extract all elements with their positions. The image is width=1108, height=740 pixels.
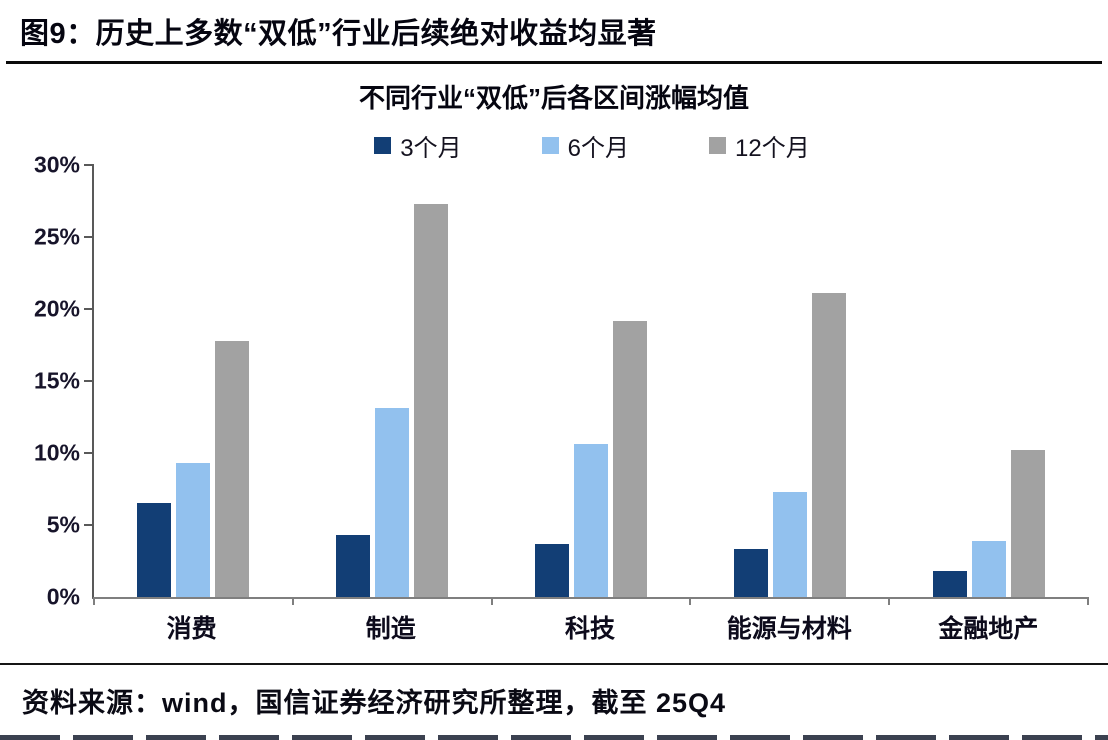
x-tick-mark	[1087, 597, 1089, 605]
bar-科技-3个月	[534, 543, 569, 597]
bar-group-制造	[293, 165, 492, 597]
legend-item-6个月: 6个月	[541, 128, 629, 163]
figure-title: 图9：历史上多数“双低”行业后续绝对收益均显著	[20, 18, 657, 50]
legend: 3个月 6个月 12个月	[76, 128, 1108, 163]
bar-科技-12个月	[612, 320, 647, 597]
legend-swatch-icon	[541, 136, 559, 154]
category-label-能源与材料: 能源与材料	[726, 615, 852, 643]
x-tick-mark	[93, 597, 95, 605]
y-axis-labels: 30% 25% 20% 15% 10% 5% 0%	[0, 152, 92, 610]
y-tick-label: 0%	[46, 583, 80, 610]
bar-groups	[94, 165, 1088, 597]
bar-group-消费	[94, 165, 293, 597]
bar-金融地产-3个月	[932, 571, 967, 597]
header: 图9：历史上多数“双低”行业后续绝对收益均显著	[0, 0, 1108, 52]
legend-label: 12个月	[735, 134, 810, 162]
y-tick-mark	[84, 451, 94, 454]
bar-金融地产-6个月	[971, 540, 1006, 597]
category-label-消费: 消费	[166, 615, 217, 643]
bar-制造-6个月	[375, 408, 410, 597]
bar-能源与材料-12个月	[811, 293, 846, 597]
category-label-金融地产: 金融地产	[938, 615, 1039, 643]
bar-能源与材料-6个月	[772, 491, 807, 597]
y-tick-mark	[84, 307, 94, 310]
x-tick-mark	[888, 597, 891, 605]
header-divider	[6, 61, 1102, 64]
bottom-cutoff-strip	[0, 735, 1108, 740]
y-tick-mark	[84, 380, 94, 382]
x-tick-mark	[291, 597, 294, 605]
bar-制造-3个月	[336, 535, 371, 597]
legend-label: 6个月	[567, 134, 629, 162]
y-tick-label: 10%	[33, 439, 80, 466]
y-tick-label: 20%	[33, 295, 80, 322]
bar-group-能源与材料	[690, 165, 889, 597]
source-note: 资料来源：wind，国信证券经济研究所整理，截至 25Q4	[22, 688, 727, 718]
y-tick-label: 30%	[33, 151, 80, 178]
footer-divider	[0, 663, 1108, 665]
x-tick-mark	[689, 597, 692, 605]
legend-swatch-icon	[709, 136, 726, 154]
category-label-科技: 科技	[565, 615, 616, 643]
legend-item-3个月: 3个月	[374, 128, 462, 163]
bar-制造-12个月	[414, 203, 449, 597]
y-tick-mark	[84, 164, 94, 166]
category-label-制造: 制造	[365, 615, 416, 643]
y-tick-mark	[84, 524, 94, 526]
y-tick-label: 15%	[33, 367, 80, 394]
bar-消费-3个月	[137, 503, 172, 597]
legend-label: 3个月	[400, 134, 462, 162]
plot-area	[84, 164, 1089, 605]
bar-金融地产-12个月	[1010, 450, 1045, 597]
chart-area: 30% 25% 20% 15% 10% 5% 0%	[0, 152, 1108, 610]
bar-消费-12个月	[215, 340, 250, 597]
y-tick-mark	[84, 235, 94, 238]
x-axis-labels: 消费 制造 科技 能源与材料 金融地产	[92, 609, 1088, 645]
legend-swatch-icon	[374, 136, 392, 154]
bar-消费-6个月	[176, 463, 211, 597]
y-tick-label: 5%	[46, 511, 80, 538]
bar-能源与材料-3个月	[733, 549, 768, 597]
y-tick-label: 25%	[33, 223, 80, 250]
bar-group-金融地产	[889, 165, 1088, 597]
legend-item-12个月: 12个月	[709, 128, 810, 163]
x-tick-mark	[490, 597, 493, 605]
bar-group-科技	[492, 165, 691, 597]
chart-title: 不同行业“双低”后各区间涨幅均值	[358, 83, 749, 113]
bar-科技-6个月	[573, 444, 608, 597]
